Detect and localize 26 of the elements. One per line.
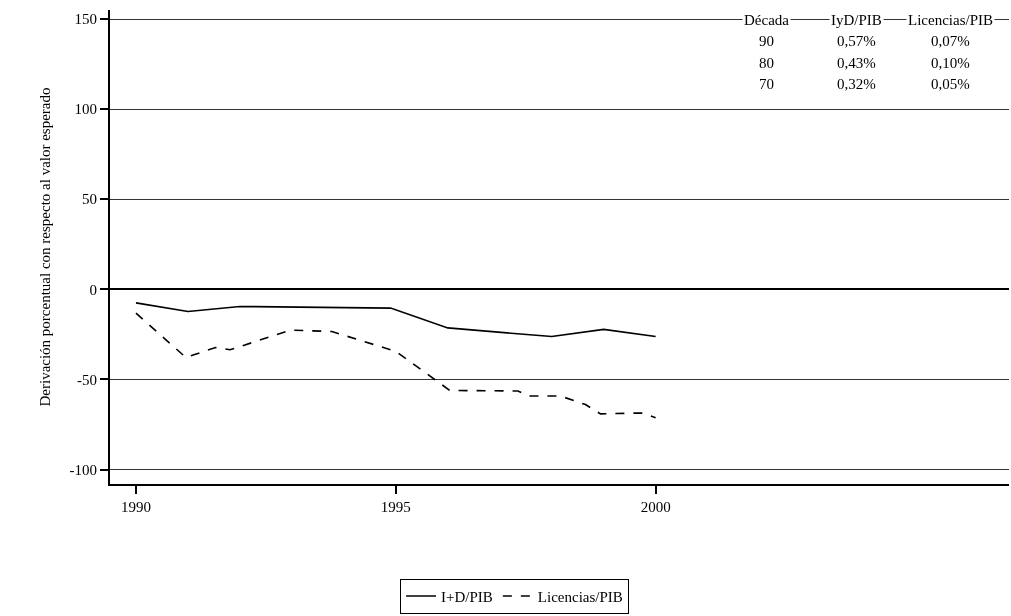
x-tick-label: 2000 [640,499,671,515]
annotation: 0,07% [931,33,970,49]
annotation: 80 [759,55,774,71]
annotation: 0,05% [931,76,970,92]
annotation: 90 [759,33,774,49]
annotation: Década [744,12,790,28]
annotation: 0,43% [837,55,876,71]
y-tick-label: -50 [77,371,97,388]
y-tick-label: 0 [89,281,97,298]
line-series [135,302,657,338]
y-tick-label: 100 [74,101,97,118]
line-series [135,312,657,419]
y-tick-label: 50 [82,191,97,208]
annotation: 0,32% [837,76,876,92]
x-tick-label: 1990 [120,499,151,515]
annotation: IyD/PIB [831,12,882,28]
annotation: Licencias/PIB [908,12,993,28]
y-tick-label: -100 [69,461,97,478]
legend-label: I+D/PIB [441,588,493,605]
annotation: 0,10% [931,55,970,71]
x-tick-label: 1995 [380,499,411,515]
legend-label: Licencias/PIB [537,588,623,605]
annotation: 70 [759,76,774,92]
y-tick-label: 150 [74,11,97,28]
y-axis-title: Derivación porcentual con respecto al valor esperado [37,87,54,407]
annotation: 0,57% [837,33,876,49]
